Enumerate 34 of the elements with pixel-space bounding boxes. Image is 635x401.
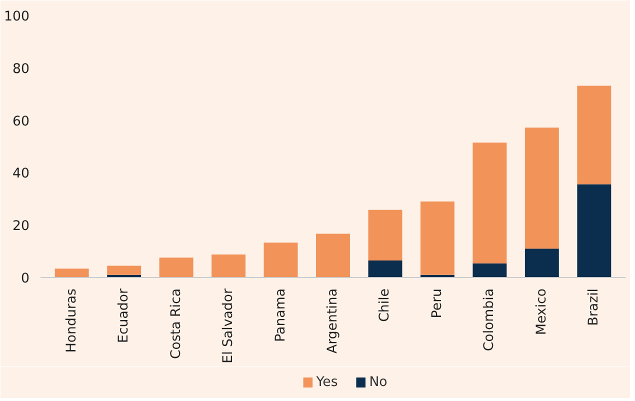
bar — [577, 184, 612, 278]
x-tick-label: Costa Rica — [168, 288, 184, 359]
bar — [368, 260, 402, 278]
legend-label: Yes — [315, 375, 338, 390]
x-tick-label: Peru — [430, 288, 445, 318]
y-tick-label: 0 — [21, 272, 30, 286]
x-tick-label: Panama — [273, 288, 288, 342]
bar — [107, 266, 142, 275]
x-tick-label: Ecuador — [116, 288, 132, 343]
bar — [472, 263, 507, 278]
y-tick-label: 60 — [12, 114, 30, 130]
bar — [212, 254, 246, 278]
bar — [524, 128, 559, 249]
x-tick-label: Colombia — [482, 288, 498, 352]
x-tick-label: El Salvador — [221, 288, 236, 364]
x-tick-label: Chile — [378, 288, 393, 322]
bar — [577, 86, 612, 184]
y-tick-label: 40 — [12, 166, 30, 182]
bar — [316, 234, 350, 278]
y-tick-label: 20 — [12, 219, 30, 234]
bar — [264, 242, 298, 278]
x-tick-label: Argentina — [326, 288, 340, 354]
x-tick-label: Honduras — [64, 288, 80, 353]
legend-label: No — [369, 375, 388, 390]
y-tick-label: 80 — [12, 62, 30, 77]
bar — [54, 268, 89, 278]
x-tick-label: Mexico — [534, 288, 550, 336]
bar — [472, 142, 507, 264]
bar — [368, 210, 402, 260]
bar — [524, 248, 559, 278]
x-tick-label: Brazil — [586, 288, 602, 326]
bar — [159, 258, 194, 278]
bar — [420, 202, 454, 275]
y-tick-label: 100 — [4, 10, 30, 24]
